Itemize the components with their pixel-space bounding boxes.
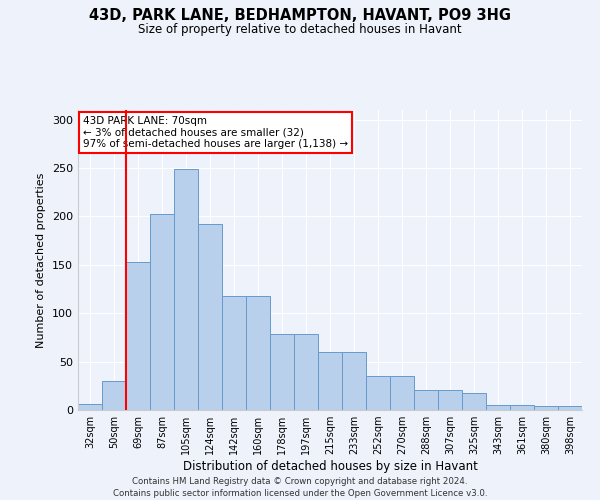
Text: 43D PARK LANE: 70sqm
← 3% of detached houses are smaller (32)
97% of semi-detach: 43D PARK LANE: 70sqm ← 3% of detached ho… (83, 116, 348, 149)
Text: 43D, PARK LANE, BEDHAMPTON, HAVANT, PO9 3HG: 43D, PARK LANE, BEDHAMPTON, HAVANT, PO9 … (89, 8, 511, 22)
Text: Size of property relative to detached houses in Havant: Size of property relative to detached ho… (138, 22, 462, 36)
Bar (558, 406, 582, 410)
Bar (150, 214, 174, 410)
Bar (390, 376, 414, 410)
Bar (342, 352, 366, 410)
Bar (534, 406, 558, 410)
Bar (462, 392, 486, 410)
Bar (246, 296, 270, 410)
Bar (438, 390, 462, 410)
Bar (270, 334, 294, 410)
Bar (222, 296, 246, 410)
X-axis label: Distribution of detached houses by size in Havant: Distribution of detached houses by size … (182, 460, 478, 473)
Text: Contains HM Land Registry data © Crown copyright and database right 2024.
Contai: Contains HM Land Registry data © Crown c… (113, 476, 487, 498)
Bar (486, 405, 510, 410)
Bar (510, 405, 534, 410)
Bar (174, 169, 198, 410)
Y-axis label: Number of detached properties: Number of detached properties (37, 172, 46, 348)
Bar (102, 381, 126, 410)
Bar (414, 390, 438, 410)
Bar (78, 404, 102, 410)
Bar (294, 334, 318, 410)
Bar (126, 262, 150, 410)
Bar (318, 352, 342, 410)
Bar (366, 376, 390, 410)
Bar (198, 224, 222, 410)
